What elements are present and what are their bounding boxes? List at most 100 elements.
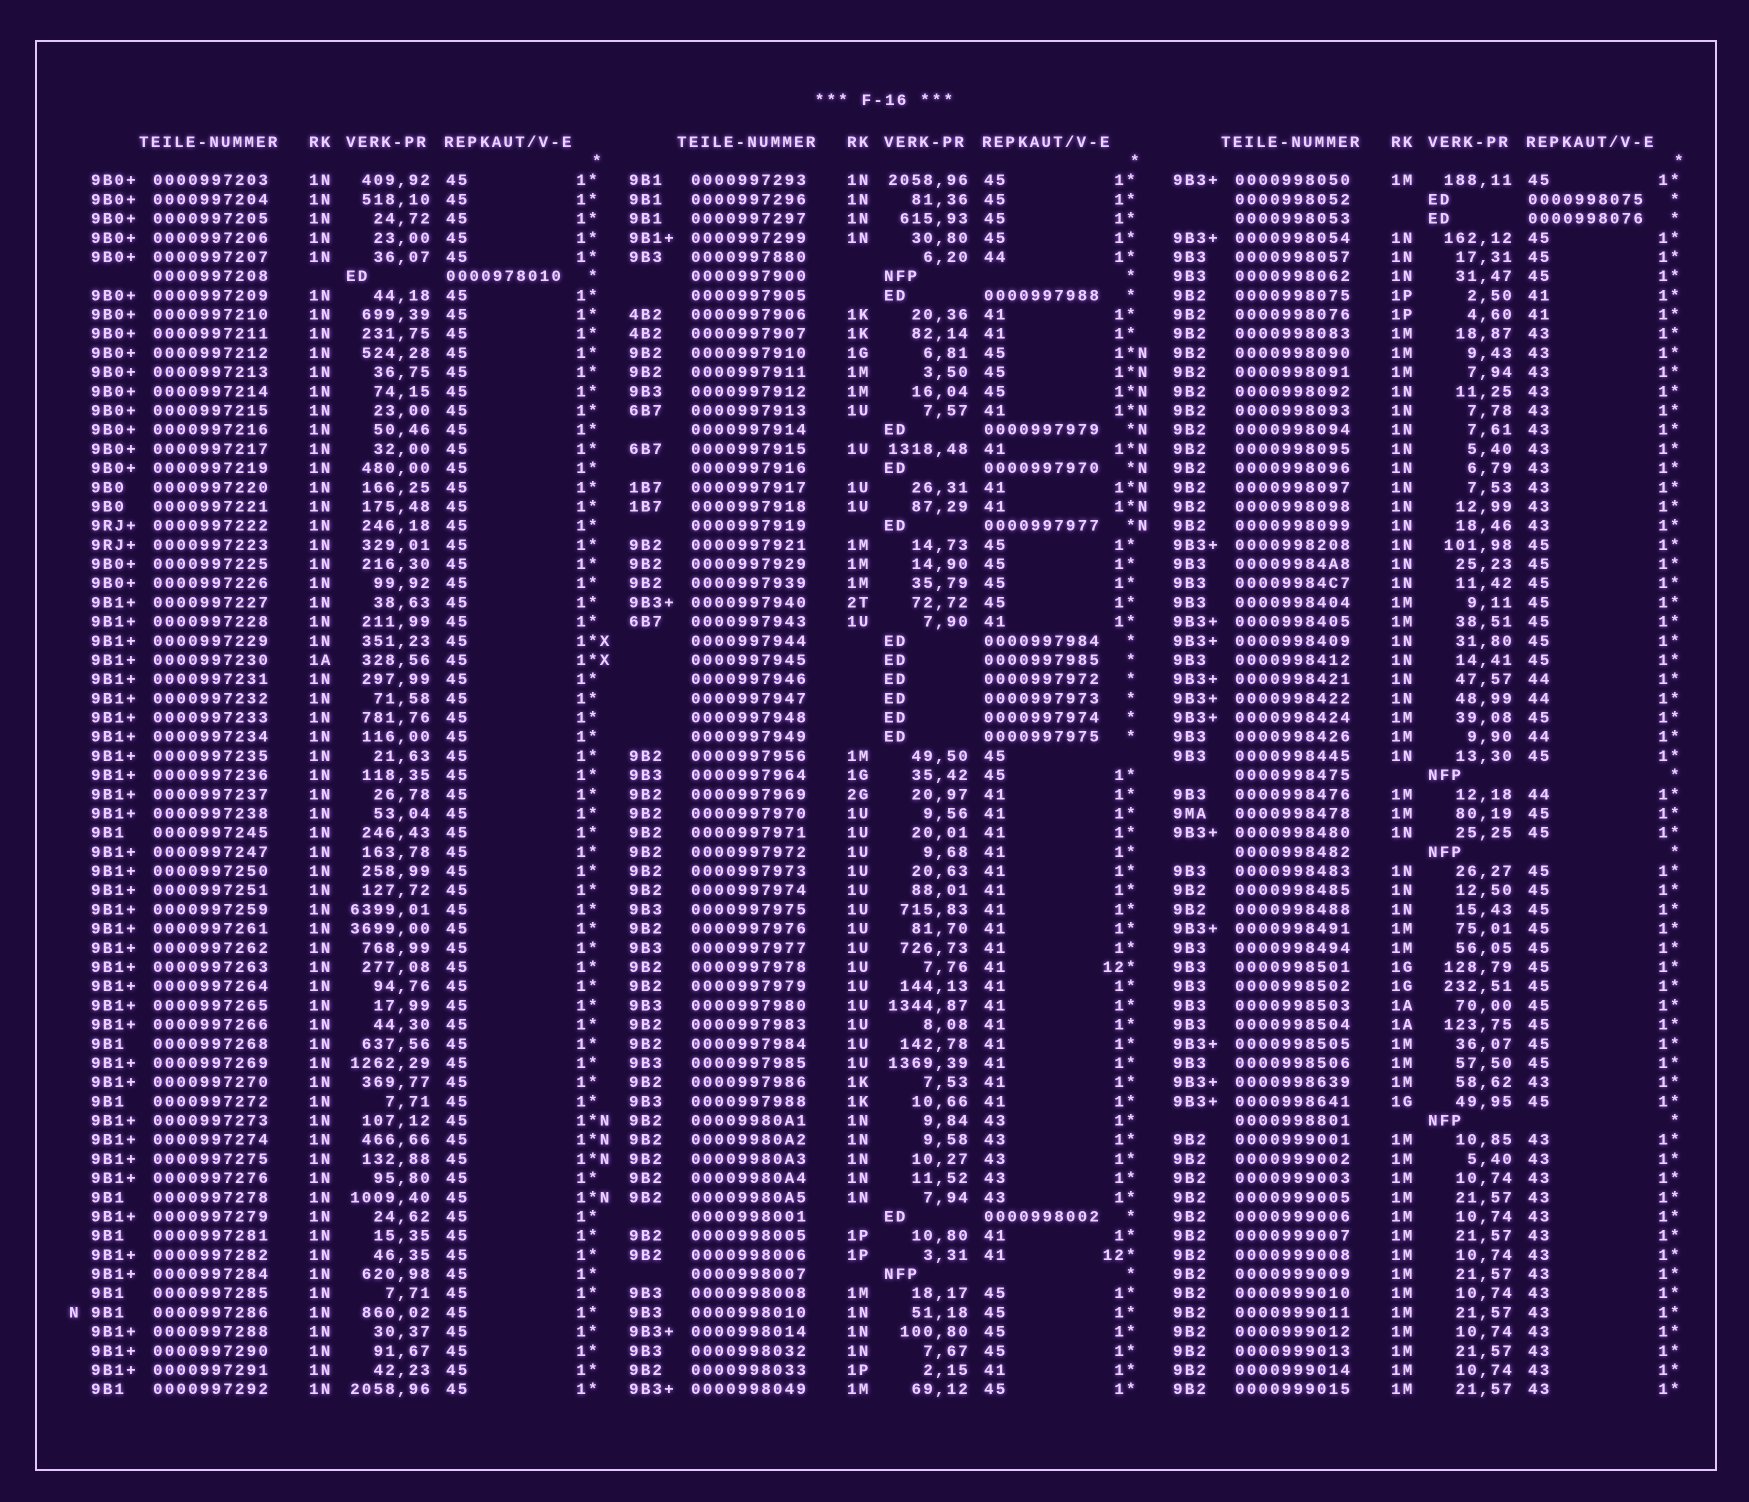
rep: 43 bbox=[1528, 422, 1551, 440]
flag: 1* bbox=[576, 786, 599, 804]
part-number: 0000999013 bbox=[1235, 1343, 1352, 1361]
part-number: 0000997212 bbox=[153, 345, 270, 363]
rep: 45 bbox=[984, 230, 1007, 248]
rk-code: 1U bbox=[847, 402, 870, 420]
rep: 43 bbox=[1528, 1189, 1551, 1207]
flag: 1* bbox=[576, 172, 599, 190]
rep: 45 bbox=[1528, 1055, 1551, 1073]
flag: 12* bbox=[1103, 959, 1138, 977]
group-code: 9B2 bbox=[629, 1189, 664, 1207]
part-number: 0000998075 bbox=[1235, 287, 1352, 305]
status: ED bbox=[884, 690, 907, 708]
rep: 45 bbox=[446, 805, 469, 823]
rk-code: 1N bbox=[1391, 402, 1414, 420]
flag: 1* bbox=[1114, 230, 1137, 248]
flag: 1* bbox=[1114, 805, 1137, 823]
rk-code: 1M bbox=[847, 383, 870, 401]
price: 32,00 bbox=[374, 441, 433, 459]
rep: 43 bbox=[1528, 383, 1551, 401]
rk-code: 1N bbox=[1391, 863, 1414, 881]
part-number: 0000997914 bbox=[691, 422, 808, 440]
column-header: REP bbox=[444, 134, 479, 152]
rep: 41 bbox=[984, 805, 1007, 823]
status: ED bbox=[884, 287, 907, 305]
part-number: 0000997976 bbox=[691, 921, 808, 939]
rk-code: 1N bbox=[847, 172, 870, 190]
rk-code: 1N bbox=[847, 1343, 870, 1361]
price: 123,75 bbox=[1444, 1017, 1514, 1035]
part-number: 0000997964 bbox=[691, 767, 808, 785]
rk-code: 1N bbox=[309, 211, 332, 229]
part-number: 0000997921 bbox=[691, 537, 808, 555]
group-code: 9B2 bbox=[1173, 1304, 1208, 1322]
rk-code: 1N bbox=[309, 633, 332, 651]
reference-number: 0000998075 bbox=[1528, 191, 1645, 209]
price: 127,72 bbox=[362, 882, 432, 900]
flag: 1* bbox=[1658, 422, 1681, 440]
rep: 45 bbox=[1528, 921, 1551, 939]
column-header: KAUT/V-E bbox=[1018, 134, 1112, 152]
price: 69,12 bbox=[912, 1381, 971, 1399]
part-number: 0000997285 bbox=[153, 1285, 270, 1303]
flag: 1* bbox=[1114, 1170, 1137, 1188]
flag: 1* bbox=[1114, 1055, 1137, 1073]
flag: 1* bbox=[1114, 1285, 1137, 1303]
column-header: RK bbox=[1391, 134, 1414, 152]
rep: 45 bbox=[446, 441, 469, 459]
rep: 45 bbox=[446, 614, 469, 632]
flag: 1* bbox=[1658, 383, 1681, 401]
flag: 1* bbox=[1658, 1055, 1681, 1073]
rk-code: 1N bbox=[847, 1189, 870, 1207]
flag: 1* bbox=[576, 479, 599, 497]
price: 5,40 bbox=[1467, 441, 1514, 459]
part-number: 0000998421 bbox=[1235, 671, 1352, 689]
rep: 45 bbox=[446, 537, 469, 555]
group-code: 9B3+ bbox=[1173, 1036, 1220, 1054]
part-number: 0000998488 bbox=[1235, 901, 1352, 919]
part-number: 0000998007 bbox=[691, 1266, 808, 1284]
flag: 1* bbox=[576, 1017, 599, 1035]
part-number: 0000997203 bbox=[153, 172, 270, 190]
price: 6,20 bbox=[923, 249, 970, 267]
rep: 45 bbox=[1528, 594, 1551, 612]
part-number: 0000998485 bbox=[1235, 882, 1352, 900]
rep: 45 bbox=[446, 1362, 469, 1380]
part-number: 0000998057 bbox=[1235, 249, 1352, 267]
part-number: 0000998505 bbox=[1235, 1036, 1352, 1054]
rep: 41 bbox=[984, 863, 1007, 881]
price: 94,76 bbox=[374, 978, 433, 996]
rk-code: 1N bbox=[309, 901, 332, 919]
flag: 1* bbox=[1658, 710, 1681, 728]
rk-code: 1N bbox=[309, 997, 332, 1015]
price: 3,50 bbox=[923, 364, 970, 382]
reference-number: 0000998002 bbox=[984, 1208, 1101, 1226]
flag: 1* bbox=[576, 1324, 599, 1342]
group-code: 9B1+ bbox=[91, 690, 138, 708]
part-number: 0000997907 bbox=[691, 326, 808, 344]
rk-code: 1M bbox=[1391, 364, 1414, 382]
flag: * bbox=[1126, 287, 1138, 305]
price: 17,99 bbox=[374, 997, 433, 1015]
part-number: 0000997290 bbox=[153, 1343, 270, 1361]
rk-code: 1G bbox=[847, 767, 870, 785]
reference-number: 0000978010 bbox=[446, 268, 563, 286]
rk-code: 1N bbox=[309, 882, 332, 900]
rk-code: 1M bbox=[847, 1285, 870, 1303]
flag: 1* bbox=[1658, 1228, 1681, 1246]
part-number: 0000999012 bbox=[1235, 1324, 1352, 1342]
group-code: 9B2 bbox=[1173, 901, 1208, 919]
rk-code: 1U bbox=[847, 1017, 870, 1035]
rk-code: 1N bbox=[1391, 518, 1414, 536]
rep: 41 bbox=[984, 402, 1007, 420]
rep: 45 bbox=[1528, 614, 1551, 632]
flag: *N bbox=[1126, 460, 1149, 478]
group-code: 9B2 bbox=[1173, 1324, 1208, 1342]
price: 87,29 bbox=[912, 498, 971, 516]
flag: 1* bbox=[1658, 1247, 1681, 1265]
part-number: 0000998639 bbox=[1235, 1074, 1352, 1092]
rep: 41 bbox=[984, 441, 1007, 459]
rep: 43 bbox=[984, 1170, 1007, 1188]
part-number: 0000997977 bbox=[691, 940, 808, 958]
rep: 45 bbox=[446, 1304, 469, 1322]
flag: 1* bbox=[576, 326, 599, 344]
